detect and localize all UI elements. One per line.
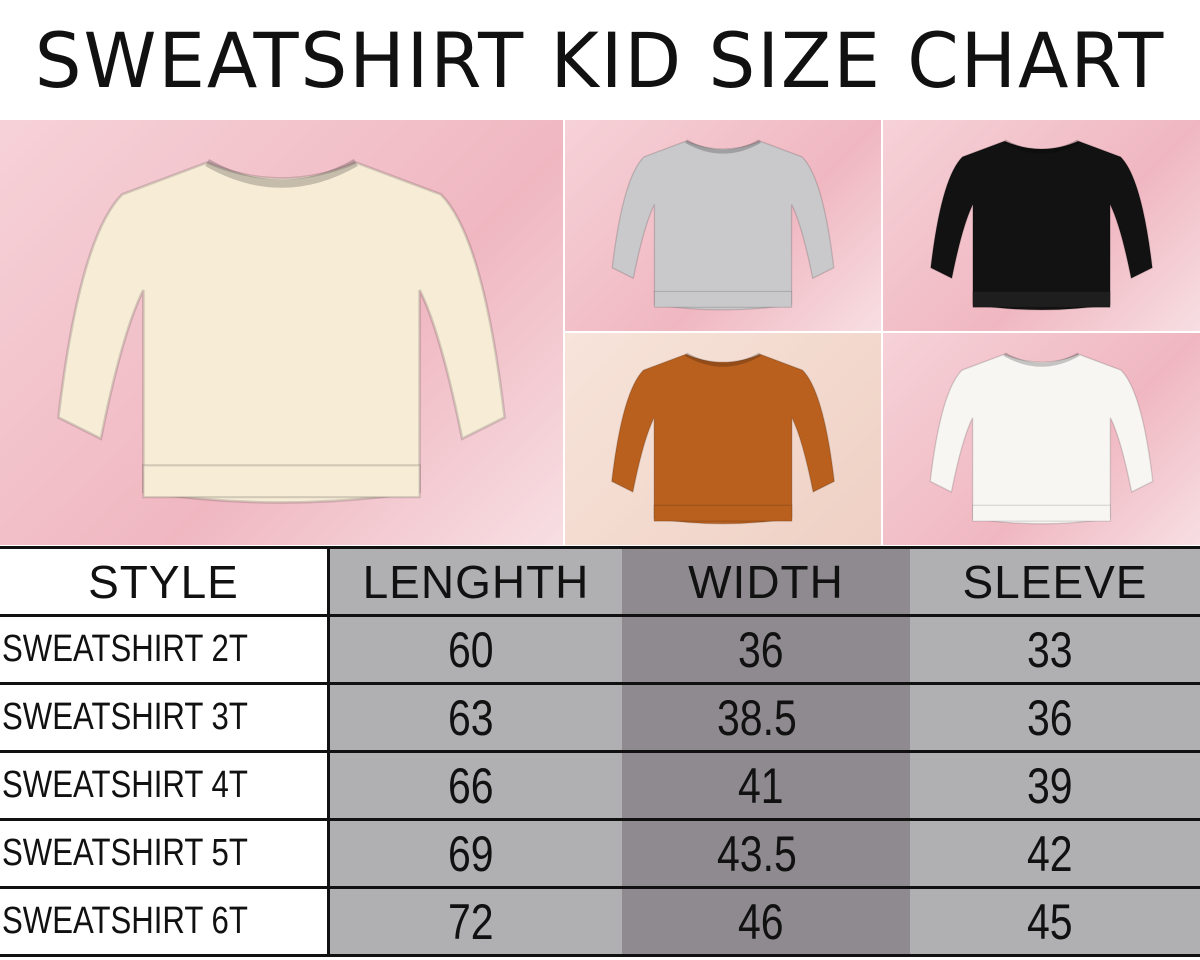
cell-text: 72 — [448, 893, 494, 950]
column-header: WIDTH — [622, 549, 910, 614]
table-row: SWEATSHIRT 2T 60 36 33 — [0, 617, 1200, 685]
value-cell: 63 — [330, 685, 622, 750]
value-cell: 36 — [622, 617, 910, 682]
value-cell: 46 — [622, 889, 910, 954]
value-cell: 41 — [622, 753, 910, 818]
style-cell: SWEATSHIRT 4T — [0, 753, 330, 818]
cell-text: 60 — [448, 621, 494, 678]
cell-text: STYLE — [88, 555, 239, 608]
cell-text: 46 — [738, 893, 784, 950]
value-cell: 60 — [330, 617, 622, 682]
cell-text: 41 — [738, 757, 784, 814]
value-cell: 45 — [910, 889, 1200, 954]
photo-cream-sweatshirt — [0, 120, 563, 545]
cell-text: 63 — [448, 689, 494, 746]
cell-text: 66 — [448, 757, 494, 814]
value-cell: 33 — [910, 617, 1200, 682]
table-row: SWEATSHIRT 3T 63 38.5 36 — [0, 685, 1200, 753]
style-cell: SWEATSHIRT 5T — [0, 821, 330, 886]
value-cell: 42 — [910, 821, 1200, 886]
cell-text: SWEATSHIRT 2T — [2, 628, 248, 670]
cell-text: LENGHTH — [362, 555, 590, 608]
table-row: SWEATSHIRT 4T 66 41 39 — [0, 753, 1200, 821]
photo-gray-sweatshirt — [565, 120, 881, 331]
table-row: SWEATSHIRT 6T 72 46 45 — [0, 889, 1200, 957]
value-cell: 39 — [910, 753, 1200, 818]
cell-text: WIDTH — [688, 555, 844, 608]
sweatshirt-icon — [56, 159, 507, 504]
column-header: STYLE — [0, 549, 330, 614]
sweatshirt-icon — [930, 139, 1153, 311]
cell-text: 38.5 — [717, 689, 798, 746]
column-header: LENGHTH — [330, 549, 622, 614]
cell-text: 36 — [738, 621, 784, 678]
cell-text: 42 — [1027, 825, 1073, 882]
cell-text: SWEATSHIRT 5T — [2, 832, 248, 874]
cell-text: SLEEVE — [962, 555, 1148, 608]
column-header: SLEEVE — [910, 549, 1200, 614]
cell-text: SWEATSHIRT 3T — [2, 696, 248, 738]
cell-text: SWEATSHIRT 6T — [2, 900, 248, 942]
photo-black-sweatshirt — [883, 120, 1200, 331]
cell-text: 33 — [1027, 621, 1073, 678]
sweatshirt-icon — [610, 352, 836, 525]
cell-text: 45 — [1027, 893, 1073, 950]
cell-text: 36 — [1027, 689, 1073, 746]
photo-white-sweatshirt — [883, 333, 1200, 545]
value-cell: 38.5 — [622, 685, 910, 750]
style-cell: SWEATSHIRT 2T — [0, 617, 330, 682]
table-header-row: STYLE LENGHTH WIDTH SLEEVE — [0, 549, 1200, 617]
style-cell: SWEATSHIRT 3T — [0, 685, 330, 750]
size-chart-table: STYLE LENGHTH WIDTH SLEEVE SWEATSHIRT 2T 60 36… — [0, 546, 1200, 960]
style-cell: SWEATSHIRT 6T — [0, 889, 330, 954]
value-cell: 43.5 — [622, 821, 910, 886]
cell-text: SWEATSHIRT 4T — [2, 764, 248, 806]
value-cell: 66 — [330, 753, 622, 818]
value-cell: 72 — [330, 889, 622, 954]
sweatshirt-icon — [929, 352, 1154, 525]
cell-text: 69 — [448, 825, 494, 882]
cell-text: 39 — [1027, 757, 1073, 814]
photo-rust-sweatshirt — [565, 333, 881, 545]
table-row: SWEATSHIRT 5T 69 43.5 42 — [0, 821, 1200, 889]
value-cell: 69 — [330, 821, 622, 886]
page-title: SWEATSHIRT KID SIZE CHART — [34, 15, 1166, 105]
cell-text: 43.5 — [717, 825, 798, 882]
value-cell: 36 — [910, 685, 1200, 750]
sweatshirt-icon — [611, 139, 835, 311]
